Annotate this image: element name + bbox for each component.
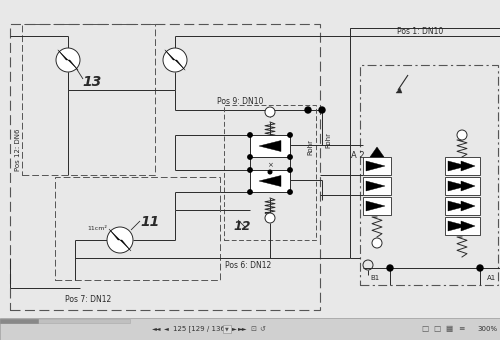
Text: ×: × (267, 162, 273, 168)
Polygon shape (448, 221, 467, 231)
Circle shape (319, 107, 325, 113)
Circle shape (107, 227, 133, 253)
Text: ◄◄: ◄◄ (152, 326, 162, 332)
Bar (55, 177, 220, 280)
Bar (224, 105, 316, 240)
Bar (445, 157, 480, 175)
Polygon shape (366, 201, 385, 211)
Circle shape (305, 107, 311, 113)
Bar (0, 319, 130, 323)
Circle shape (288, 133, 292, 137)
Polygon shape (448, 161, 467, 171)
Text: 12: 12 (233, 221, 250, 234)
Text: 300%: 300% (477, 326, 497, 332)
Polygon shape (461, 221, 475, 231)
Bar (10, 24, 320, 310)
Polygon shape (448, 201, 467, 211)
Text: □: □ (422, 324, 428, 334)
Polygon shape (366, 181, 385, 191)
Circle shape (248, 190, 252, 194)
Polygon shape (370, 147, 384, 157)
Polygon shape (461, 161, 475, 171)
Polygon shape (58, 50, 68, 60)
Bar (363, 157, 391, 175)
Polygon shape (165, 50, 175, 60)
Polygon shape (366, 161, 385, 171)
Text: Rohr: Rohr (325, 132, 331, 148)
Circle shape (268, 170, 272, 174)
Circle shape (248, 155, 252, 159)
Bar (363, 197, 391, 215)
Text: ▦: ▦ (446, 324, 452, 334)
Circle shape (288, 155, 292, 159)
Text: 11: 11 (140, 215, 159, 229)
Circle shape (288, 190, 292, 194)
Text: ▼: ▼ (225, 326, 229, 332)
Text: Rohr: Rohr (307, 139, 313, 155)
Text: Pos 6: DN12: Pos 6: DN12 (225, 260, 271, 270)
Text: 13: 13 (82, 75, 101, 89)
Text: B1: B1 (370, 275, 380, 281)
Text: □: □ (434, 324, 440, 334)
Text: A 2: A 2 (351, 151, 365, 159)
Polygon shape (259, 175, 281, 187)
Circle shape (248, 133, 252, 137)
Bar (0, 319, 38, 323)
Circle shape (288, 168, 292, 172)
Text: A1: A1 (488, 275, 496, 281)
Bar (250, 170, 290, 192)
Text: Pos 9: DN10: Pos 9: DN10 (217, 98, 263, 106)
Circle shape (477, 265, 483, 271)
Text: ►: ► (232, 326, 236, 332)
Polygon shape (175, 60, 185, 70)
Polygon shape (448, 181, 467, 191)
Text: Pos 12: DN6: Pos 12: DN6 (15, 129, 21, 171)
Polygon shape (120, 240, 131, 251)
Circle shape (163, 48, 187, 72)
Bar (445, 197, 480, 215)
Text: ►►: ►► (238, 326, 248, 332)
Text: 11cm²: 11cm² (87, 225, 107, 231)
Circle shape (265, 107, 275, 117)
Polygon shape (259, 140, 281, 152)
Bar (0, 318, 500, 340)
Circle shape (387, 265, 393, 271)
Bar (445, 177, 480, 195)
Polygon shape (109, 229, 120, 240)
Text: ≡: ≡ (458, 324, 464, 334)
Circle shape (457, 130, 467, 140)
Polygon shape (396, 88, 402, 93)
Polygon shape (461, 181, 475, 191)
Polygon shape (461, 201, 475, 211)
Bar (22, 24, 155, 175)
Text: Pos 7: DN12: Pos 7: DN12 (65, 295, 111, 305)
Circle shape (56, 48, 80, 72)
Bar (223, 325, 231, 333)
Text: ◄: ◄ (164, 326, 168, 332)
Text: ↺: ↺ (259, 326, 265, 332)
Bar (363, 177, 391, 195)
Bar (445, 217, 480, 235)
Text: Pos 1: DN10: Pos 1: DN10 (397, 28, 443, 36)
Circle shape (372, 238, 382, 248)
Bar (250, 135, 290, 157)
Text: ⊡: ⊡ (250, 326, 256, 332)
Circle shape (248, 168, 252, 172)
Circle shape (265, 213, 275, 223)
Polygon shape (68, 60, 78, 70)
Text: 125 [129 / 136]: 125 [129 / 136] (172, 326, 228, 333)
Bar (360, 65, 498, 285)
